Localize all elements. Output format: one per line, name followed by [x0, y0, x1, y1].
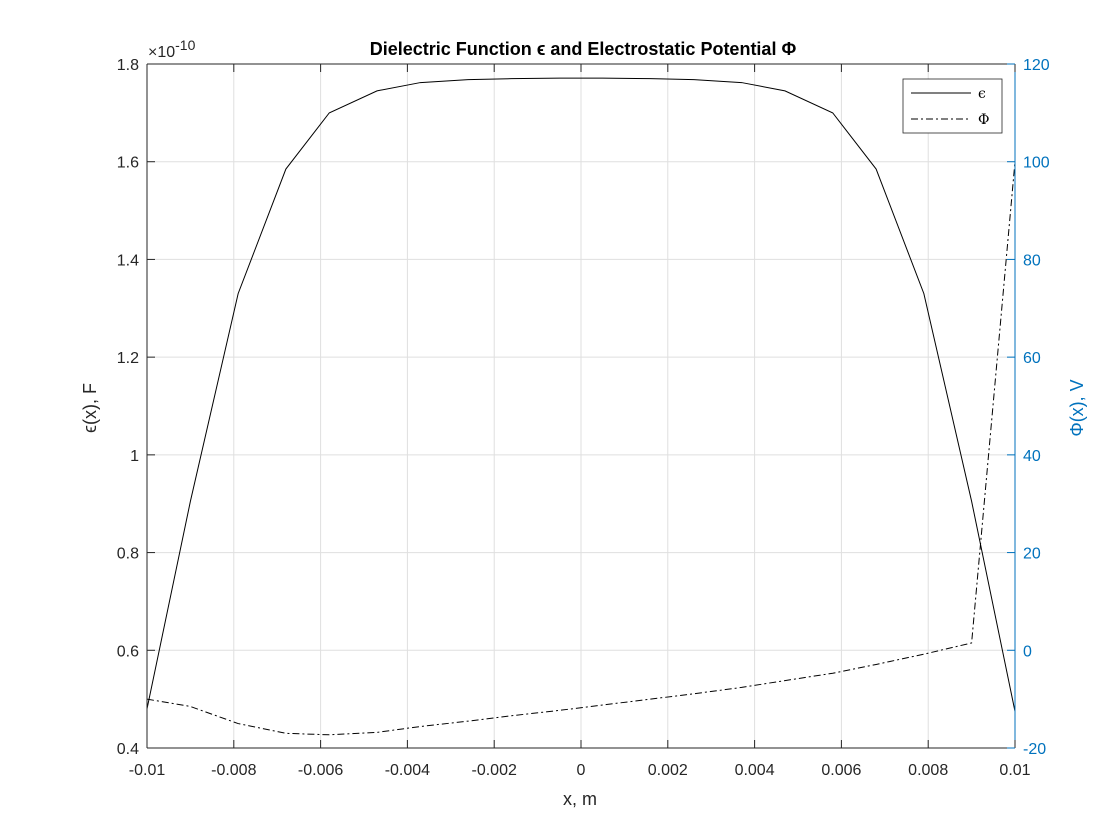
- x-tick-label-6: 0.002: [648, 762, 688, 779]
- y-left-tick-label-3: 1: [130, 448, 139, 465]
- x-tick-label-7: 0.004: [735, 762, 775, 779]
- plot-series: [146, 77, 1016, 736]
- x-tick-label-9: 0.008: [908, 762, 948, 779]
- y-right-tick-label-5: 80: [1023, 252, 1041, 269]
- x-tick-label-1: -0.008: [211, 762, 256, 779]
- y-right-tick-label-6: 100: [1023, 155, 1050, 172]
- chart-title: Dielectric Function ϵ and Electrostatic …: [370, 39, 797, 59]
- legend: ϵ Φ: [902, 78, 1003, 134]
- y-left-tick-label-1: 0.6: [117, 643, 139, 660]
- series-line-phi: [146, 161, 1016, 736]
- y-axis-label-right: Φ(x), V: [1067, 379, 1087, 436]
- y-left-tick-label-7: 1.8: [117, 57, 139, 74]
- x-tick-label-3: -0.004: [385, 762, 430, 779]
- y-right-tick-label-3: 40: [1023, 448, 1041, 465]
- y-right-tick-label-0: -20: [1023, 741, 1046, 758]
- y-axis-label-left: ϵ(x), F: [80, 383, 100, 433]
- x-tick-label-0: -0.01: [129, 762, 166, 779]
- x-tick-label-10: 0.01: [999, 762, 1030, 779]
- x-tick-label-2: -0.006: [298, 762, 343, 779]
- x-tick-label-8: 0.006: [821, 762, 861, 779]
- axes: [146, 63, 1016, 749]
- series-line-epsilon: [146, 77, 1016, 712]
- y-left-tick-label-6: 1.6: [117, 155, 139, 172]
- left-axis-exponent: ×10-10: [148, 37, 196, 61]
- tick-labels: -0.01 -0.008 -0.006 -0.004 -0.002 0 0.002 0.004…: [117, 57, 1050, 779]
- x-tick-label-5: 0: [577, 762, 586, 779]
- legend-box: [902, 78, 1003, 134]
- legend-label-phi: Φ: [978, 112, 989, 128]
- x-axis-label: x, m: [563, 789, 597, 809]
- y-right-tick-label-4: 60: [1023, 350, 1041, 367]
- y-left-tick-label-4: 1.2: [117, 350, 139, 367]
- y-left-tick-label-2: 0.8: [117, 546, 139, 563]
- y-left-tick-label-5: 1.4: [117, 252, 139, 269]
- y-right-tick-label-1: 0: [1023, 643, 1032, 660]
- y-right-tick-label-2: 20: [1023, 546, 1041, 563]
- left-axis-exponent-power: -10: [175, 37, 195, 53]
- legend-label-epsilon: ϵ: [978, 86, 986, 102]
- y-right-tick-label-7: 120: [1023, 57, 1050, 74]
- x-tick-label-4: -0.002: [472, 762, 517, 779]
- y-left-tick-label-0: 0.4: [117, 741, 139, 758]
